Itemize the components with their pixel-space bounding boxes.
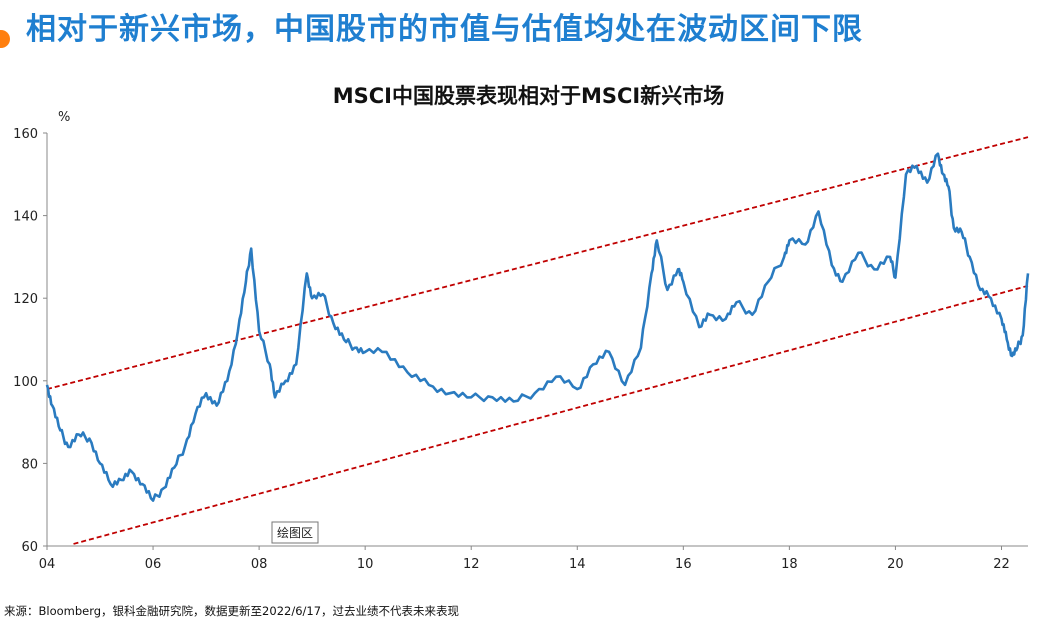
x-tick-label: 22 — [993, 557, 1010, 572]
channel-upper-line — [46, 136, 1029, 390]
x-tick-label: 14 — [569, 557, 586, 572]
y-tick-label: 60 — [21, 540, 38, 555]
series-group — [45, 152, 1030, 502]
y-tick-label: 160 — [13, 127, 38, 142]
x-tick-label: 04 — [39, 557, 56, 572]
y-tick-label: 80 — [21, 457, 38, 472]
chart-title: MSCI中国股票表现相对于MSCI新兴市场 — [332, 84, 725, 108]
channel-lower-line — [73, 284, 1029, 545]
page-title: 相对于新兴市场，中国股市的市值与估值均处在波动区间下限 — [26, 12, 863, 47]
plot-area-tag[interactable]: 绘图区 — [271, 521, 319, 544]
x-tick-label: 16 — [675, 557, 692, 572]
x-tick-label: 18 — [781, 557, 798, 572]
x-tick-label: 06 — [145, 557, 162, 572]
x-tick-label: 12 — [463, 557, 480, 572]
x-tick-label: 20 — [887, 557, 904, 572]
y-axis-unit: % — [58, 110, 71, 125]
series-line — [45, 152, 1030, 502]
source-note: 来源：Bloomberg，银科金融研究院，数据更新至2022/6/17，过去业绩… — [4, 604, 460, 618]
y-tick-label: 100 — [13, 375, 38, 390]
axes: 60 80 100 120 140 160 04 06 08 10 12 14 16 18 20 22 — [13, 127, 1028, 572]
trend-channel — [46, 136, 1029, 545]
title-bullet — [0, 30, 10, 48]
x-tick-label: 08 — [251, 557, 268, 572]
x-tick-label: 10 — [357, 557, 374, 572]
y-tick-label: 140 — [13, 210, 38, 225]
y-tick-label: 120 — [13, 292, 38, 307]
plot-area-tag-label: 绘图区 — [277, 525, 313, 540]
